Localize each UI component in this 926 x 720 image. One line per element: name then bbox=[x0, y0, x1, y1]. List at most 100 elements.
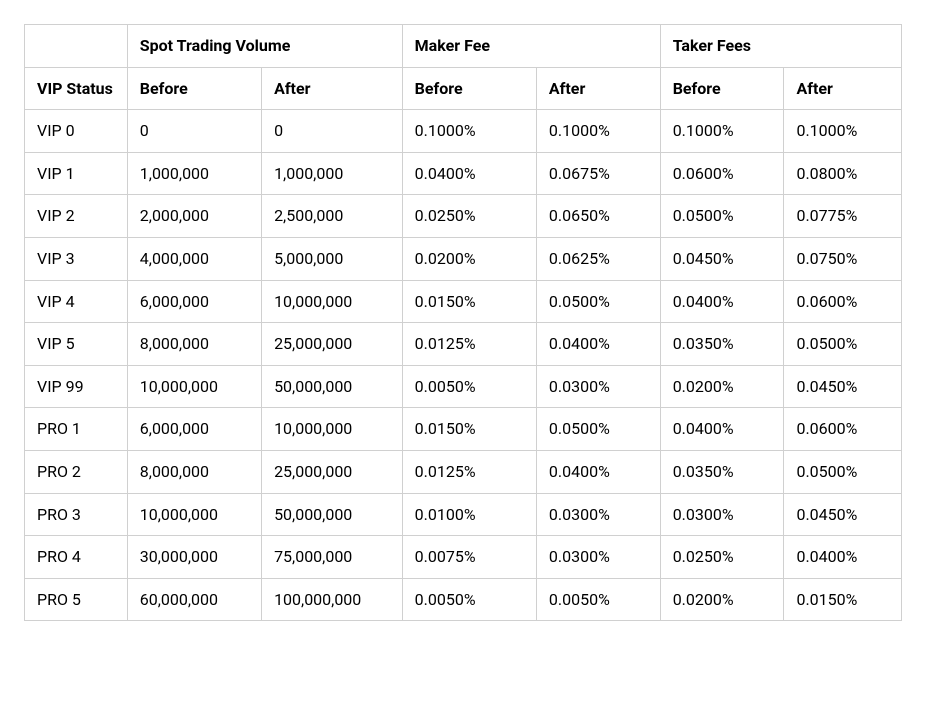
header-vip-status: VIP Status bbox=[25, 67, 128, 110]
cell-taker-before: 0.0400% bbox=[660, 280, 784, 323]
cell-status: VIP 4 bbox=[25, 280, 128, 323]
cell-vol-after: 75,000,000 bbox=[262, 536, 403, 579]
cell-taker-after: 0.0500% bbox=[784, 450, 902, 493]
header-group-taker-fees: Taker Fees bbox=[660, 25, 901, 68]
cell-maker-before: 0.0250% bbox=[402, 195, 536, 238]
cell-vol-before: 8,000,000 bbox=[127, 323, 261, 366]
cell-taker-after: 0.1000% bbox=[784, 110, 902, 153]
cell-vol-after: 100,000,000 bbox=[262, 578, 403, 621]
table-row: PRO 430,000,00075,000,0000.0075%0.0300%0… bbox=[25, 536, 902, 579]
table-row: PRO 310,000,00050,000,0000.0100%0.0300%0… bbox=[25, 493, 902, 536]
header-spot-before: Before bbox=[127, 67, 261, 110]
cell-vol-after: 25,000,000 bbox=[262, 323, 403, 366]
header-group-spot-volume: Spot Trading Volume bbox=[127, 25, 402, 68]
cell-vol-after: 1,000,000 bbox=[262, 152, 403, 195]
header-group-maker-fee: Maker Fee bbox=[402, 25, 660, 68]
cell-vol-before: 30,000,000 bbox=[127, 536, 261, 579]
cell-taker-after: 0.0600% bbox=[784, 408, 902, 451]
cell-maker-after: 0.0050% bbox=[536, 578, 660, 621]
cell-vol-after: 10,000,000 bbox=[262, 408, 403, 451]
cell-vol-after: 5,000,000 bbox=[262, 237, 403, 280]
cell-taker-after: 0.0450% bbox=[784, 365, 902, 408]
cell-status: VIP 99 bbox=[25, 365, 128, 408]
cell-maker-before: 0.0150% bbox=[402, 280, 536, 323]
cell-maker-after: 0.0400% bbox=[536, 323, 660, 366]
cell-status: PRO 3 bbox=[25, 493, 128, 536]
cell-vol-before: 10,000,000 bbox=[127, 365, 261, 408]
cell-maker-before: 0.0125% bbox=[402, 450, 536, 493]
cell-maker-after: 0.0300% bbox=[536, 493, 660, 536]
cell-taker-after: 0.0750% bbox=[784, 237, 902, 280]
cell-taker-before: 0.0350% bbox=[660, 323, 784, 366]
cell-maker-before: 0.1000% bbox=[402, 110, 536, 153]
cell-vol-after: 50,000,000 bbox=[262, 493, 403, 536]
cell-maker-after: 0.0650% bbox=[536, 195, 660, 238]
cell-vol-after: 10,000,000 bbox=[262, 280, 403, 323]
cell-maker-after: 0.0300% bbox=[536, 365, 660, 408]
header-spot-after: After bbox=[262, 67, 403, 110]
header-blank bbox=[25, 25, 128, 68]
cell-maker-after: 0.0300% bbox=[536, 536, 660, 579]
cell-status: PRO 5 bbox=[25, 578, 128, 621]
cell-taker-before: 0.0200% bbox=[660, 578, 784, 621]
cell-vol-before: 0 bbox=[127, 110, 261, 153]
cell-vol-before: 4,000,000 bbox=[127, 237, 261, 280]
cell-taker-after: 0.0775% bbox=[784, 195, 902, 238]
cell-maker-before: 0.0050% bbox=[402, 578, 536, 621]
cell-vol-before: 60,000,000 bbox=[127, 578, 261, 621]
table-header-row-groups: Spot Trading Volume Maker Fee Taker Fees bbox=[25, 25, 902, 68]
cell-vol-before: 8,000,000 bbox=[127, 450, 261, 493]
cell-vol-after: 0 bbox=[262, 110, 403, 153]
cell-vol-before: 10,000,000 bbox=[127, 493, 261, 536]
cell-status: VIP 5 bbox=[25, 323, 128, 366]
cell-taker-after: 0.0150% bbox=[784, 578, 902, 621]
cell-vol-before: 1,000,000 bbox=[127, 152, 261, 195]
table-row: PRO 16,000,00010,000,0000.0150%0.0500%0.… bbox=[25, 408, 902, 451]
table-row: VIP 0000.1000%0.1000%0.1000%0.1000% bbox=[25, 110, 902, 153]
cell-maker-before: 0.0075% bbox=[402, 536, 536, 579]
fee-tier-table: Spot Trading Volume Maker Fee Taker Fees… bbox=[24, 24, 902, 621]
cell-maker-after: 0.0500% bbox=[536, 280, 660, 323]
cell-status: PRO 1 bbox=[25, 408, 128, 451]
cell-vol-before: 6,000,000 bbox=[127, 280, 261, 323]
cell-maker-before: 0.0400% bbox=[402, 152, 536, 195]
cell-maker-after: 0.0675% bbox=[536, 152, 660, 195]
table-row: VIP 22,000,0002,500,0000.0250%0.0650%0.0… bbox=[25, 195, 902, 238]
cell-taker-before: 0.0500% bbox=[660, 195, 784, 238]
table-head: Spot Trading Volume Maker Fee Taker Fees… bbox=[25, 25, 902, 110]
cell-taker-after: 0.0800% bbox=[784, 152, 902, 195]
cell-taker-before: 0.0400% bbox=[660, 408, 784, 451]
table-row: VIP 34,000,0005,000,0000.0200%0.0625%0.0… bbox=[25, 237, 902, 280]
cell-taker-before: 0.0300% bbox=[660, 493, 784, 536]
cell-maker-after: 0.0625% bbox=[536, 237, 660, 280]
cell-taker-after: 0.0500% bbox=[784, 323, 902, 366]
cell-taker-after: 0.0600% bbox=[784, 280, 902, 323]
header-taker-before: Before bbox=[660, 67, 784, 110]
cell-vol-after: 50,000,000 bbox=[262, 365, 403, 408]
cell-status: PRO 4 bbox=[25, 536, 128, 579]
cell-taker-before: 0.0600% bbox=[660, 152, 784, 195]
cell-maker-before: 0.0150% bbox=[402, 408, 536, 451]
cell-taker-after: 0.0400% bbox=[784, 536, 902, 579]
table-header-row-sub: VIP Status Before After Before After Bef… bbox=[25, 67, 902, 110]
cell-taker-before: 0.0250% bbox=[660, 536, 784, 579]
table-row: PRO 28,000,00025,000,0000.0125%0.0400%0.… bbox=[25, 450, 902, 493]
cell-maker-before: 0.0200% bbox=[402, 237, 536, 280]
cell-status: VIP 2 bbox=[25, 195, 128, 238]
table-row: VIP 58,000,00025,000,0000.0125%0.0400%0.… bbox=[25, 323, 902, 366]
table-row: VIP 46,000,00010,000,0000.0150%0.0500%0.… bbox=[25, 280, 902, 323]
cell-status: VIP 0 bbox=[25, 110, 128, 153]
table-body: VIP 0000.1000%0.1000%0.1000%0.1000%VIP 1… bbox=[25, 110, 902, 621]
cell-vol-before: 6,000,000 bbox=[127, 408, 261, 451]
header-maker-before: Before bbox=[402, 67, 536, 110]
cell-maker-after: 0.1000% bbox=[536, 110, 660, 153]
cell-maker-before: 0.0100% bbox=[402, 493, 536, 536]
cell-status: PRO 2 bbox=[25, 450, 128, 493]
cell-maker-after: 0.0400% bbox=[536, 450, 660, 493]
cell-status: VIP 1 bbox=[25, 152, 128, 195]
cell-taker-before: 0.0450% bbox=[660, 237, 784, 280]
cell-maker-before: 0.0050% bbox=[402, 365, 536, 408]
cell-taker-before: 0.0350% bbox=[660, 450, 784, 493]
table-row: VIP 9910,000,00050,000,0000.0050%0.0300%… bbox=[25, 365, 902, 408]
table-row: VIP 11,000,0001,000,0000.0400%0.0675%0.0… bbox=[25, 152, 902, 195]
